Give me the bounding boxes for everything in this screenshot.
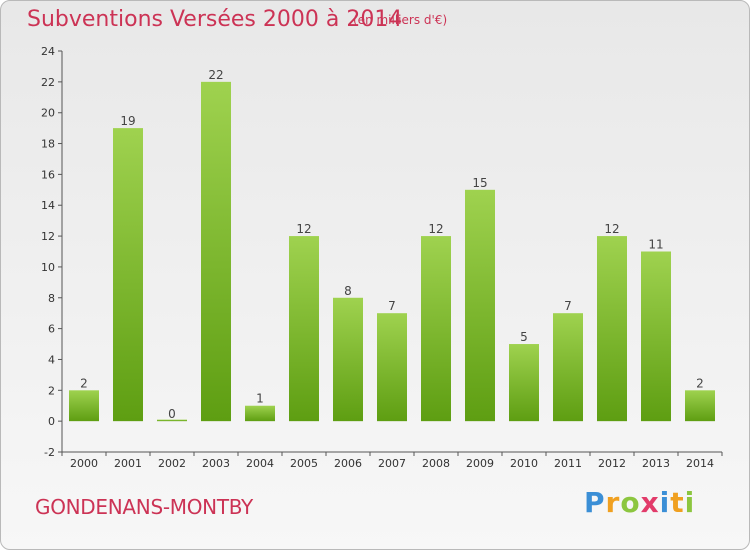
data-label: 22: [208, 68, 223, 82]
x-tick-label: 2008: [422, 457, 450, 470]
logo-letter: P: [584, 486, 606, 519]
x-tick-label: 2009: [466, 457, 494, 470]
bar: [685, 390, 715, 422]
bar: [597, 236, 627, 422]
bar: [553, 313, 583, 422]
data-label: 2: [80, 376, 88, 390]
logo-letter: r: [605, 486, 621, 519]
bar: [289, 236, 319, 422]
data-label: 15: [472, 176, 487, 190]
bar: [333, 297, 363, 422]
y-tick-label: 14: [41, 199, 55, 212]
x-tick-label: 2011: [554, 457, 582, 470]
y-tick-label: 20: [41, 107, 55, 120]
proxiti-logo[interactable]: Proxiti: [584, 486, 695, 519]
x-tick-label: 2000: [70, 457, 98, 470]
y-tick-label: -2: [44, 446, 55, 459]
data-label: 12: [604, 222, 619, 236]
y-tick-label: 4: [48, 353, 55, 366]
x-tick-label: 2014: [686, 457, 714, 470]
logo-letter: x: [640, 486, 660, 519]
bar: [465, 189, 495, 422]
y-tick-label: 18: [41, 138, 55, 151]
bar: [641, 251, 671, 422]
bars-group: [69, 81, 715, 422]
logo-letter: t: [670, 486, 685, 519]
y-tick-label: 16: [41, 168, 55, 181]
x-tick-label: 2004: [246, 457, 274, 470]
x-tick-label: 2012: [598, 457, 626, 470]
bar: [113, 128, 143, 422]
bar: [509, 344, 539, 422]
data-label: 7: [564, 299, 572, 313]
y-tick-label: 10: [41, 261, 55, 274]
data-label: 12: [428, 222, 443, 236]
data-label: 8: [344, 284, 352, 298]
x-tick-label: 2003: [202, 457, 230, 470]
data-label: 19: [120, 114, 135, 128]
bar: [157, 419, 187, 422]
x-tick-label: 2007: [378, 457, 406, 470]
y-tick-label: 6: [48, 323, 55, 336]
data-label: 7: [388, 299, 396, 313]
y-tick-label: 2: [48, 384, 55, 397]
x-tick-label: 2006: [334, 457, 362, 470]
x-tick-label: 2005: [290, 457, 318, 470]
data-label: 12: [296, 222, 311, 236]
labels-group: 2000 2 2001 19 2002 0 2003 22 2004 1 2005 12 2006 8 20…: [70, 68, 714, 470]
data-label: 5: [520, 330, 528, 344]
bar: [69, 390, 99, 422]
y-tick-label: 8: [48, 292, 55, 305]
y-tick-label: 0: [48, 415, 55, 428]
bar: [421, 236, 451, 422]
bar: [201, 81, 231, 422]
y-tick-label: 12: [41, 230, 55, 243]
chart-title: Subventions Versées 2000 à 2014: [27, 7, 403, 32]
x-tick-label: 2010: [510, 457, 538, 470]
chart-subtitle: (en milliers d'€): [353, 13, 448, 27]
logo-letter: i: [684, 486, 696, 519]
commune-name: GONDENANS-MONTBY: [35, 495, 253, 519]
y-tick-label: 22: [41, 76, 55, 89]
logo-letter: o: [620, 486, 641, 519]
data-label: 2: [696, 376, 704, 390]
x-tick-label: 2001: [114, 457, 142, 470]
x-tick-label: 2002: [158, 457, 186, 470]
x-tick-label: 2013: [642, 457, 670, 470]
bar: [377, 313, 407, 422]
y-tick-label: 24: [41, 45, 55, 58]
bar: [245, 405, 275, 422]
data-label: 0: [168, 407, 176, 421]
data-label: 11: [648, 238, 663, 252]
data-label: 1: [256, 392, 264, 406]
logo-letter: i: [659, 486, 671, 519]
